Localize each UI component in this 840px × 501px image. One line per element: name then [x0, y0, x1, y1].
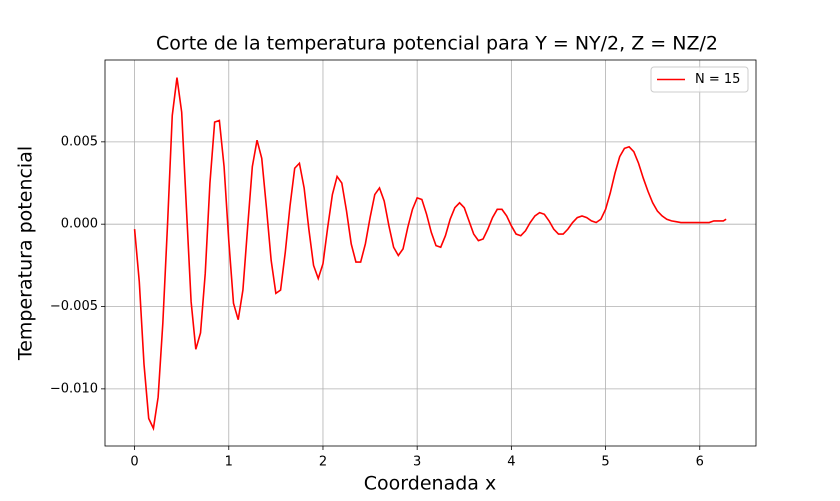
y-axis-label: Temperatura potencial: [15, 146, 37, 361]
legend-label: N = 15: [695, 72, 740, 87]
chart-title: Corte de la temperatura potencial para Y…: [156, 33, 718, 55]
data-line: [133, 77, 727, 432]
y-tick-label: −0.010: [50, 381, 98, 396]
legend-box: [650, 66, 749, 93]
x-tick-label: 5: [601, 455, 609, 470]
x-axis-label: Coordenada x: [364, 473, 496, 495]
x-tick-label: 6: [696, 455, 704, 470]
y-tick-label: 0.005: [61, 134, 98, 149]
y-tick-label: 0.000: [61, 217, 98, 232]
x-tick-label: 3: [413, 455, 421, 470]
x-tick-label: 0: [130, 455, 138, 470]
y-tick-label: −0.005: [50, 299, 98, 314]
x-tick-label: 4: [507, 455, 515, 470]
x-tick-label: 2: [319, 455, 327, 470]
x-tick-label: 1: [225, 455, 233, 470]
axes-frame: [104, 59, 757, 447]
